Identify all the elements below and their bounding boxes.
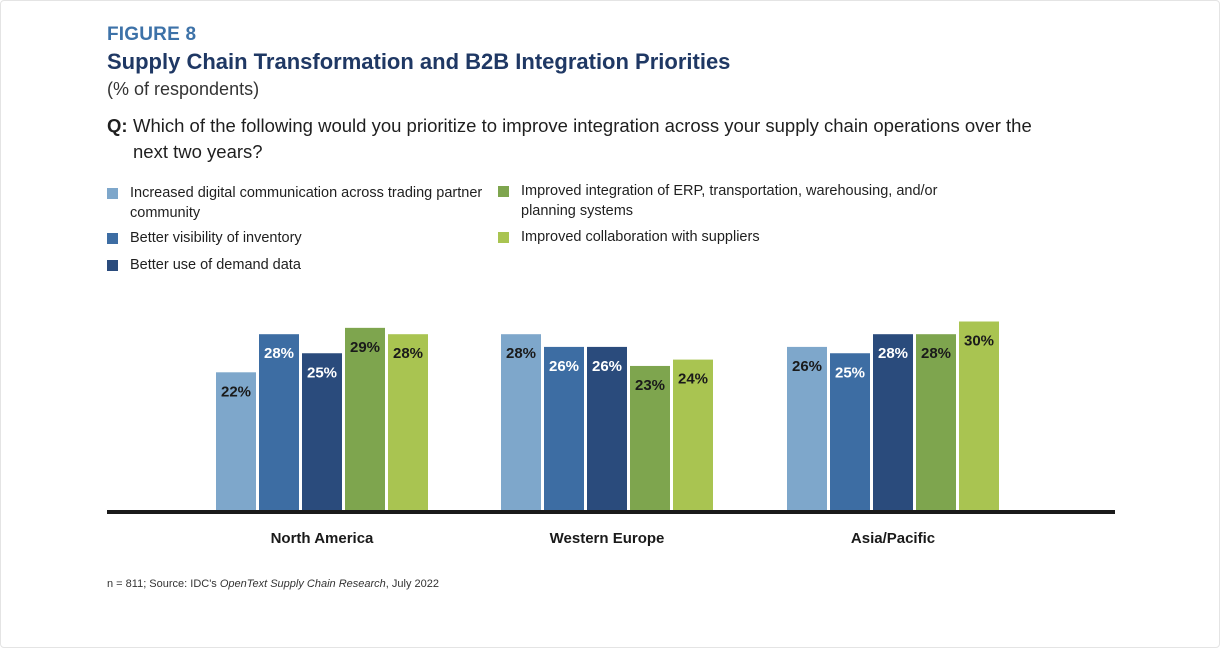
bar-chart: 22% 28% 25% 29% 28% 28% 26% 26% 23% 24% 26% 25% 28% 2… bbox=[107, 321, 1115, 547]
legend-item-erp-integration: Improved integration of ERP, transportat… bbox=[498, 181, 958, 221]
bar-asia-pacific-series-2 bbox=[830, 353, 870, 512]
question-text: Which of the following would you priorit… bbox=[133, 115, 1032, 162]
footnote-prefix: n = 811; Source: IDC's bbox=[107, 578, 220, 590]
value-label-north-america-series-4: 29% bbox=[350, 339, 380, 356]
bar-asia-pacific-series-5 bbox=[959, 321, 999, 512]
legend-label: Improved collaboration with suppliers bbox=[521, 229, 760, 245]
source-footnote: n = 811; Source: IDC's OpenText Supply C… bbox=[107, 578, 439, 590]
value-label-asia-pacific-series-4: 28% bbox=[921, 345, 951, 362]
value-label-western-europe-series-3: 26% bbox=[592, 358, 622, 375]
legend-label: Better visibility of inventory bbox=[130, 230, 302, 246]
value-label-north-america-series-1: 22% bbox=[221, 383, 251, 400]
bar-asia-pacific-series-4 bbox=[916, 334, 956, 512]
bar-asia-pacific-series-3 bbox=[873, 334, 913, 512]
value-label-north-america-series-2: 28% bbox=[264, 345, 294, 362]
chart-subtitle: (% of respondents) bbox=[107, 79, 260, 99]
question-prefix: Q: bbox=[107, 115, 128, 136]
survey-question: Q: Which of the following would you prio… bbox=[107, 113, 1067, 165]
footnote-source: OpenText Supply Chain Research bbox=[219, 578, 386, 590]
bar-western-europe-series-1 bbox=[501, 334, 541, 512]
legend-label: Improved integration of ERP, transportat… bbox=[521, 183, 938, 219]
value-label-asia-pacific-series-2: 25% bbox=[835, 364, 865, 381]
value-label-western-europe-series-5: 24% bbox=[678, 371, 708, 388]
legend-swatch bbox=[107, 188, 118, 199]
value-label-western-europe-series-2: 26% bbox=[549, 358, 579, 375]
value-label-asia-pacific-series-5: 30% bbox=[964, 333, 994, 350]
value-label-asia-pacific-series-3: 28% bbox=[878, 345, 908, 362]
category-labels-layer: North America Western Europe Asia/Pacific bbox=[271, 530, 936, 547]
legend-item-demand-data: Better use of demand data bbox=[107, 255, 487, 275]
bars-layer bbox=[216, 321, 999, 512]
legend-swatch bbox=[498, 232, 509, 243]
category-label-western-europe: Western Europe bbox=[550, 530, 665, 547]
bar-western-europe-series-3 bbox=[587, 346, 627, 512]
value-label-western-europe-series-1: 28% bbox=[506, 345, 536, 362]
value-label-north-america-series-3: 25% bbox=[307, 364, 337, 381]
bar-north-america-series-2 bbox=[259, 334, 299, 512]
chart-title: Supply Chain Transformation and B2B Inte… bbox=[107, 49, 731, 74]
legend-label: Increased digital communication across t… bbox=[130, 185, 483, 221]
bar-western-europe-series-5 bbox=[673, 359, 713, 512]
legend-item-inventory-visibility: Better visibility of inventory bbox=[107, 228, 487, 248]
bar-western-europe-series-2 bbox=[544, 346, 584, 512]
footnote-suffix: , July 2022 bbox=[385, 578, 439, 590]
figure-label: FIGURE 8 bbox=[107, 24, 197, 45]
chart-legend: Increased digital communication across t… bbox=[107, 183, 1007, 283]
legend-label: Better use of demand data bbox=[130, 257, 301, 273]
value-labels-layer: 22% 28% 25% 29% 28% 28% 26% 26% 23% 24% 26% 25% 28% 2… bbox=[221, 333, 994, 401]
legend-item-supplier-collaboration: Improved collaboration with suppliers bbox=[498, 227, 958, 247]
value-label-asia-pacific-series-1: 26% bbox=[792, 358, 822, 375]
legend-swatch bbox=[107, 260, 118, 271]
legend-swatch bbox=[498, 186, 509, 197]
value-label-north-america-series-5: 28% bbox=[393, 345, 423, 362]
bar-north-america-series-4 bbox=[345, 327, 385, 512]
bar-north-america-series-3 bbox=[302, 353, 342, 512]
value-label-western-europe-series-4: 23% bbox=[635, 377, 665, 394]
category-label-north-america: North America bbox=[271, 530, 374, 547]
category-label-asia-pacific: Asia/Pacific bbox=[851, 530, 935, 547]
bar-north-america-series-5 bbox=[388, 334, 428, 512]
bar-north-america-series-1 bbox=[216, 372, 256, 512]
bar-asia-pacific-series-1 bbox=[787, 346, 827, 512]
legend-swatch bbox=[107, 233, 118, 244]
bar-western-europe-series-4 bbox=[630, 365, 670, 512]
legend-item-digital-communication: Increased digital communication across t… bbox=[107, 183, 487, 223]
